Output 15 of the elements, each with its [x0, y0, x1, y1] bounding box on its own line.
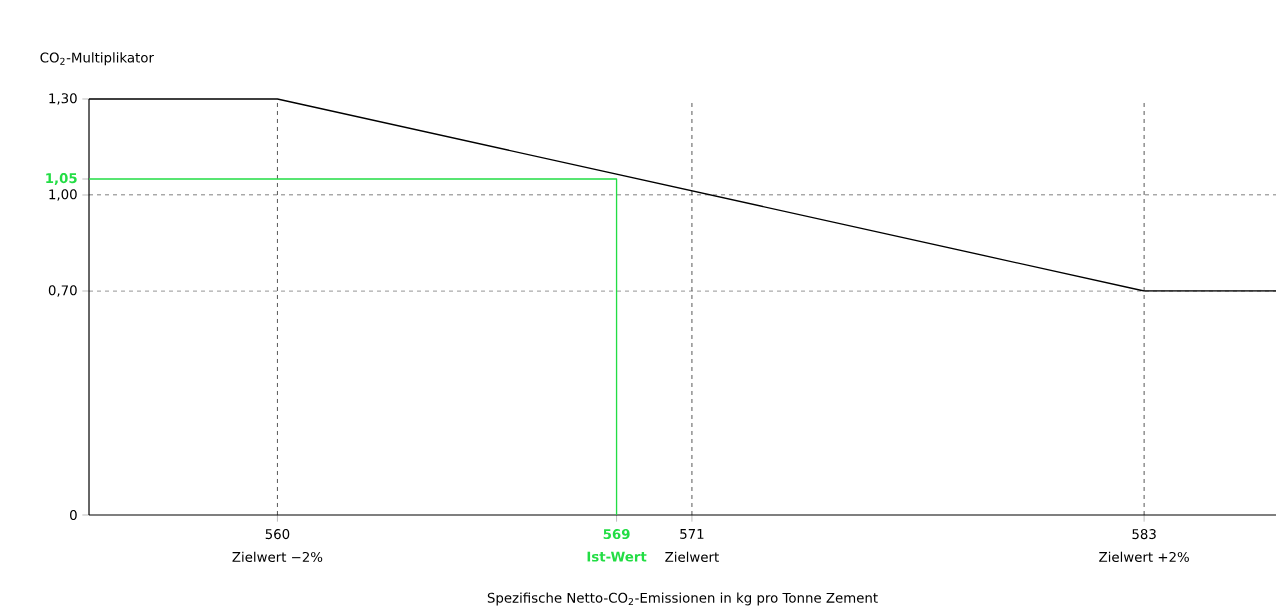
x-axis-title: Spezifische Netto-CO$_{2}$-Emissionen in kg pro Tonne Zement [487, 592, 878, 606]
annotation: Zielwert [665, 551, 719, 563]
y-tick-label: 1,30 [49, 93, 77, 105]
annotation: Zielwert +2% [1099, 551, 1189, 563]
y-tick-label: 1,00 [49, 189, 77, 201]
x-tick-label: 569 [603, 529, 630, 540]
x-tick-label: 583 [1132, 529, 1156, 540]
annotation: Zielwert −2% [232, 551, 323, 563]
y-tick-label: 0,70 [48, 285, 77, 297]
text: Ist-Wert [587, 551, 647, 562]
y-axis-title: CO$_{2}$-Multiplikator [40, 52, 154, 66]
x-tick-label: 571 [680, 529, 704, 539]
y-tick-label: 1,05 [46, 173, 77, 185]
x-tick-label: 560 [265, 529, 290, 540]
y-tick-label: 0 [70, 509, 77, 521]
